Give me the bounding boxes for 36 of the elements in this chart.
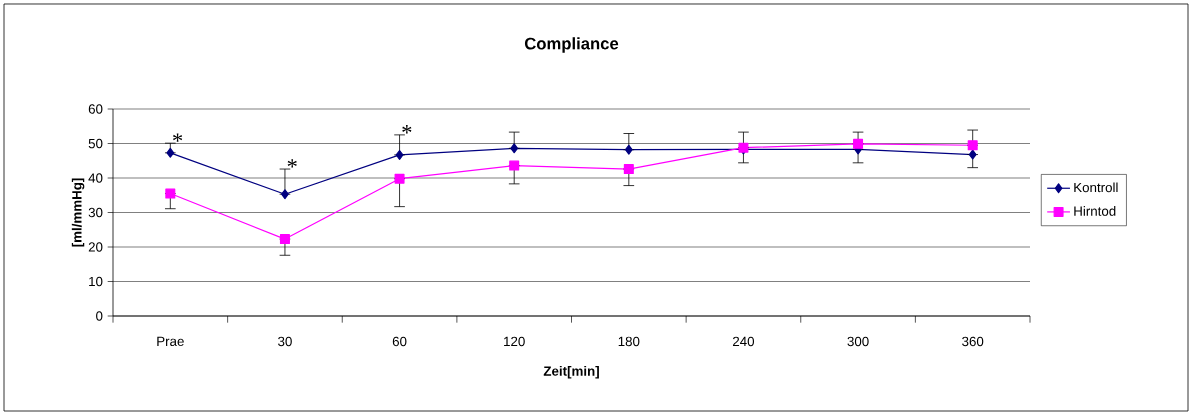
- chart-title: Compliance: [524, 37, 619, 53]
- x-tick-label: 120: [504, 336, 525, 347]
- y-tick-label: 60: [88, 104, 103, 114]
- x-tick-label: 360: [962, 336, 984, 347]
- legend-label: Kontroll: [1074, 182, 1118, 193]
- annotation: *: [402, 125, 412, 134]
- point: [968, 149, 977, 160]
- point: [510, 143, 519, 154]
- annotation: *: [287, 159, 297, 168]
- legend-label: Hirntod: [1074, 206, 1116, 216]
- x-tick-label: 300: [847, 336, 869, 347]
- y-tick-label: 0: [96, 311, 103, 321]
- y-axis-title: [ml/mmHg]: [71, 178, 85, 247]
- x-tick-label: 180: [618, 336, 640, 347]
- y-tick-label: 50: [88, 138, 103, 149]
- point: [967, 140, 978, 151]
- x-tick-label: 240: [732, 336, 755, 347]
- y-tick-label: 30: [88, 207, 103, 218]
- y-tick-label: 40: [88, 173, 103, 183]
- point: [165, 188, 176, 199]
- point: [623, 164, 634, 175]
- x-axis-title: Zeit[min]: [543, 365, 599, 379]
- point: [509, 160, 520, 171]
- x-tick-label: 60: [392, 336, 407, 347]
- x-tick-label: Prae: [157, 336, 184, 347]
- y-tick-label: 10: [89, 276, 103, 287]
- point: [395, 149, 404, 160]
- annotation: *: [173, 133, 183, 142]
- point: [279, 234, 290, 245]
- point: [394, 173, 405, 184]
- point: [624, 144, 633, 155]
- point: [853, 138, 864, 149]
- y-tick-label: 20: [88, 242, 103, 252]
- point: [166, 147, 175, 158]
- point: [281, 189, 289, 200]
- x-tick-label: 30: [278, 336, 292, 347]
